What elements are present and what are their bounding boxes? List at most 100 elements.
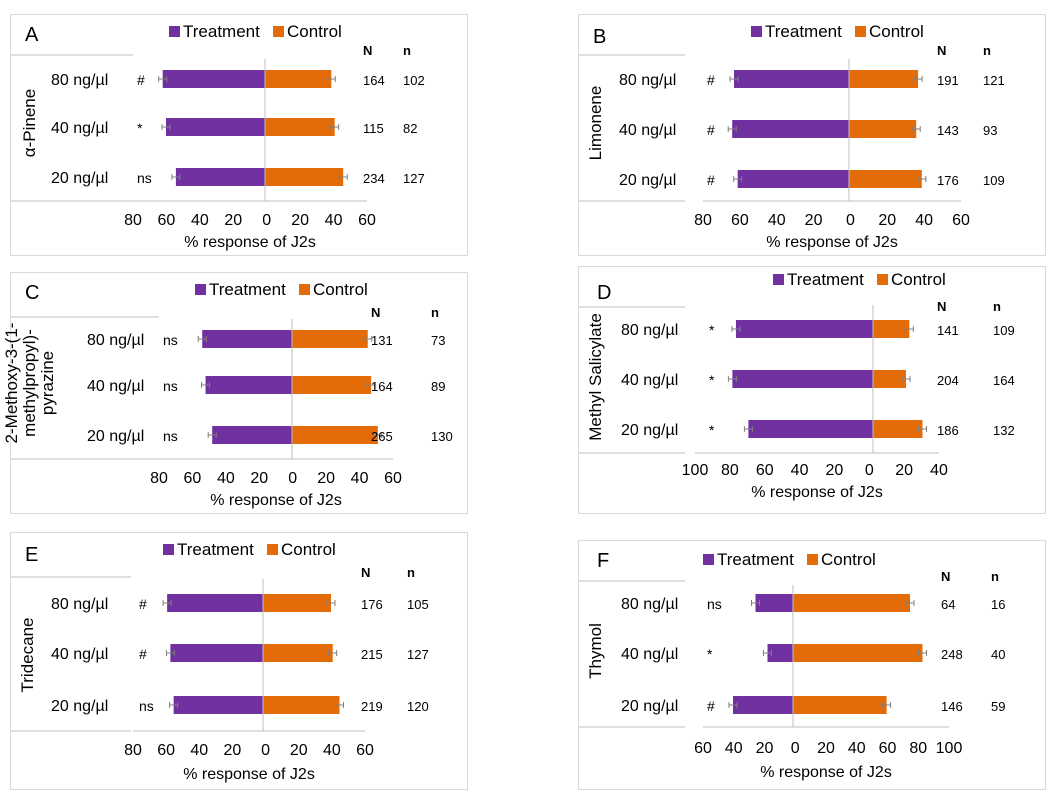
x-tick-label: 60 [952,212,970,229]
x-tick-label: 20 [290,742,308,759]
legend-swatch-control [273,26,284,37]
x-axis-label: % response of J2s [183,766,315,783]
significance-mark: * [709,422,715,438]
count-N: 164 [363,73,385,88]
significance-mark: ns [163,428,178,444]
significance-mark: # [139,646,147,662]
error-bar-control [882,702,892,708]
count-n: 127 [407,647,429,662]
x-tick-label: 60 [694,740,712,757]
x-tick-label: 20 [805,212,823,229]
error-bar-control [918,426,927,432]
error-bar-treatment [201,382,211,388]
col-header-n: n [983,43,991,58]
x-tick-label: 0 [846,212,855,229]
count-N: 191 [937,73,959,88]
x-tick-label: 80 [150,470,168,487]
count-N: 131 [371,333,393,348]
count-n: 102 [403,73,425,88]
x-tick-label: 60 [358,212,376,229]
error-bar-treatment [162,600,172,606]
x-tick-label: 40 [190,742,208,759]
error-bar-treatment [158,76,168,82]
x-tick-label: 60 [384,470,402,487]
panel-letter: A [25,24,39,46]
col-header-N: N [941,569,950,584]
legend-label-control: Control [869,22,924,41]
count-n: 105 [407,597,429,612]
row-label: 20 ng/µl [51,170,108,187]
bar-control [292,426,378,444]
x-tick-label: 60 [158,212,176,229]
count-N: 141 [937,323,959,338]
legend-label-control: Control [821,550,876,569]
col-header-n: n [991,569,999,584]
legend-swatch-control [877,274,888,285]
bar-control [873,320,910,338]
legend-label-treatment: Treatment [717,550,794,569]
bar-control [265,70,332,88]
row-label: 20 ng/µl [87,428,144,445]
count-n: 121 [983,73,1005,88]
significance-mark: * [137,120,143,136]
compound-name-line: 2-Methoxy-3-(1- [2,323,21,444]
panel-letter: F [597,550,609,572]
x-tick-label: 40 [725,740,743,757]
bar-treatment [173,696,263,714]
bar-treatment [767,644,793,662]
bar-treatment [733,696,793,714]
error-bar-treatment [727,126,737,132]
col-header-n: n [403,43,411,58]
bar-control [265,118,335,136]
bar-control [292,376,372,394]
bar-treatment [735,320,873,338]
count-n: 93 [983,123,997,138]
chart-svg: A Treatment Control N n α-Pinene 80 ng/µl #164 1… [11,22,425,251]
chart-svg: F Treatment Control N n Thymol 80 ng/µl ns 64 16 4… [579,550,1005,781]
count-N: 204 [937,373,959,388]
count-N: 146 [941,699,963,714]
compound-name: Thymol [586,623,605,679]
compound-name: 2-Methoxy-3-(1- methylpropyl)- pyrazine [2,323,57,444]
significance-mark: # [707,172,715,188]
x-tick-label: 0 [865,462,874,479]
bar-control [793,696,887,714]
count-n: 89 [431,379,445,394]
x-tick-label: 20 [224,212,242,229]
row-label: 80 ng/µl [621,596,678,613]
count-N: 143 [937,123,959,138]
count-N: 176 [361,597,383,612]
error-bar-control [901,376,911,382]
x-tick-label: 20 [224,742,242,759]
col-header-N: N [363,43,372,58]
error-bar-control [904,326,914,332]
bar-control [849,70,919,88]
x-tick-label: 80 [124,742,142,759]
panel-letter: D [597,282,611,304]
row-label: 40 ng/µl [621,646,678,663]
x-tick-label: 20 [817,740,835,757]
x-tick-label: 20 [250,470,268,487]
legend-swatch-treatment [163,544,174,555]
count-N: 176 [937,173,959,188]
x-tick-label: 20 [826,462,844,479]
row-label: 20 ng/µl [51,698,108,715]
error-bar-treatment [751,600,760,606]
col-header-N: N [361,565,370,580]
x-axis-label: % response of J2s [184,234,316,251]
legend-swatch-control [855,26,866,37]
error-bar-control [373,432,383,438]
significance-mark: ns [139,698,154,714]
x-tick-label: 40 [930,462,948,479]
bar-control [849,170,922,188]
bar-treatment [170,644,263,662]
row-label: 80 ng/µl [51,596,108,613]
count-N: 219 [361,699,383,714]
x-tick-label: 40 [848,740,866,757]
count-N: 64 [941,597,955,612]
compound-name-line: methylpropyl)- [20,329,39,437]
error-bar-control [917,176,927,182]
